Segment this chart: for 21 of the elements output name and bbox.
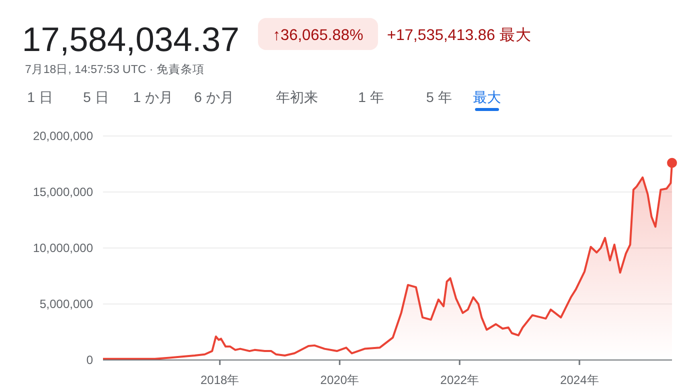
text: 年初来: [276, 89, 318, 105]
text: 1 年: [358, 89, 384, 105]
x-tick-label: 2020年: [320, 373, 360, 387]
text: 7月18日, 14:57:53 UTC · 免責条項: [25, 63, 204, 76]
text: +17,535,413.86 最大: [387, 26, 532, 44]
chart-subtitle: ↑36,065.88%: [272, 27, 364, 44]
text: 6 か月: [194, 89, 234, 105]
text: 5 日: [83, 89, 109, 105]
x-tick-label: 2018年: [200, 373, 240, 387]
y-tick-label: 10,000,000: [32, 241, 94, 256]
x-tick-label: 2024年: [560, 373, 599, 387]
text: 1 日: [27, 89, 53, 105]
chart-title: 17,584,034.37: [22, 21, 240, 59]
y-tick-label: 0: [86, 353, 94, 368]
text: 1 か月: [133, 89, 173, 105]
text: 最大: [473, 89, 501, 105]
y-tick-label: 15,000,000: [32, 185, 94, 200]
x-tick-label: 2022年: [440, 373, 479, 387]
y-tick-label: 5,000,000: [40, 297, 94, 312]
y-tick-label: 20,000,000: [32, 129, 94, 144]
text: 5 年: [426, 89, 452, 105]
